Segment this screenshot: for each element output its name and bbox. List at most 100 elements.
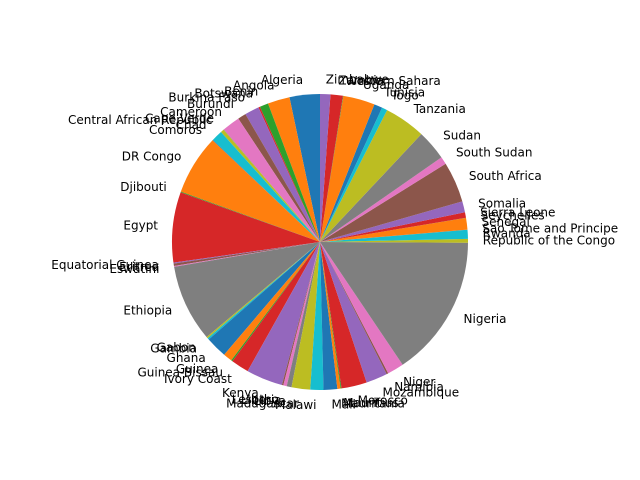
slice-morocco: [320, 242, 367, 389]
label-tunisia: Tunisia: [383, 85, 425, 99]
label-gabon: Gabon: [157, 340, 196, 354]
slice-djibouti: [180, 191, 320, 242]
slice-tunisia: [320, 104, 383, 243]
label-niger: Niger: [403, 375, 435, 389]
label-equatorial-guinea: Equatorial Guinea: [51, 258, 159, 272]
slice-south-africa: [320, 163, 463, 242]
label-senegal: Senegal: [482, 215, 530, 229]
slice-dr-congo: [180, 140, 320, 242]
label-south-africa: South Africa: [469, 169, 542, 183]
slice-guinea: [224, 242, 320, 361]
slice-mauritania: [320, 242, 341, 389]
slice-western-sahara: [320, 95, 344, 243]
slice-rwanda: [320, 229, 468, 242]
label-zimbabwe: Zimbabwe: [326, 72, 389, 86]
label-south-sudan: South Sudan: [456, 145, 533, 159]
label-tanzania: Tanzania: [413, 102, 466, 116]
label-somalia: Somalia: [478, 196, 526, 210]
slice-ghana: [208, 242, 320, 355]
label-sierra-leone: Sierra Leone: [480, 205, 555, 219]
label-guinea: Guinea: [176, 362, 219, 376]
label-madagascar: Madagascar: [226, 396, 299, 410]
label-namibia: Namibia: [394, 380, 444, 394]
label-egypt: Egypt: [123, 219, 158, 233]
label-eritrea: Eritrea: [119, 260, 159, 274]
slice-burundi: [238, 114, 320, 242]
label-mauritius: Mauritius: [343, 396, 398, 410]
slice-cape-verde: [223, 129, 320, 242]
label-angola: Angola: [233, 79, 274, 93]
label-mozambique: Mozambique: [383, 385, 460, 399]
label-sudan: Sudan: [443, 129, 481, 143]
label-algeria: Algeria: [261, 73, 303, 87]
slice-algeria: [289, 94, 320, 242]
slice-somalia: [320, 201, 465, 242]
slice-cameroon: [223, 118, 320, 242]
label-kenya: Kenya: [222, 386, 259, 400]
slice-comoros: [212, 139, 320, 242]
slice-mali: [320, 242, 338, 390]
label-guinea-bissau: Guinea-Bissau: [137, 366, 223, 380]
slice-mauritius: [320, 242, 342, 389]
label-togo: Togo: [390, 89, 419, 103]
label-libya: Libya: [254, 394, 286, 408]
label-malawi: Malawi: [275, 398, 317, 412]
slice-togo: [320, 107, 388, 243]
slice-angola: [267, 97, 320, 242]
label-uganda: Uganda: [363, 78, 409, 92]
slice-ivory-coast: [232, 242, 320, 372]
slice-republic-of-the-congo: [320, 238, 468, 243]
label-zambia: Zambia: [338, 73, 384, 87]
slice-sudan: [320, 134, 442, 242]
slice-eritrea: [173, 242, 320, 267]
slice-malawi: [310, 242, 324, 391]
slice-lesotho: [281, 242, 320, 386]
label-central-african-republic: Central African Republic: [68, 113, 212, 127]
slice-sao-tome-and-principe: [320, 229, 468, 242]
slice-equatorial-guinea: [173, 242, 320, 264]
slice-benin: [259, 103, 320, 243]
slice-senegal: [320, 217, 468, 242]
label-mauritania: Mauritania: [341, 396, 405, 410]
slice-zambia: [320, 94, 343, 242]
slice-eswatini: [173, 242, 320, 267]
label-ethiopia: Ethiopia: [123, 303, 172, 317]
label-cape-verde: Cape Verde: [145, 111, 214, 125]
slice-seychelles: [320, 217, 467, 242]
label-benin: Benin: [224, 84, 258, 98]
label-sao-tome-and-principe: Sao Tome and Principe: [482, 221, 618, 235]
slice-guinea-bissau: [231, 242, 320, 362]
slice-madagascar: [291, 242, 320, 390]
slice-ethiopia: [174, 242, 320, 338]
slice-nigeria: [320, 242, 468, 365]
label-nigeria: Nigeria: [464, 312, 507, 326]
label-lesotho: Lesotho: [232, 393, 279, 407]
slice-chad: [212, 132, 320, 242]
slice-south-sudan: [320, 157, 446, 242]
slice-niger: [320, 242, 403, 374]
label-eswatini: Eswatini: [109, 262, 159, 276]
slice-central-african-republic: [220, 129, 320, 242]
label-ghana: Ghana: [167, 351, 206, 365]
slice-kenya: [247, 242, 320, 386]
label-djibouti: Djibouti: [120, 180, 167, 194]
slice-egypt: [172, 192, 320, 263]
slice-burkina-faso: [245, 107, 320, 242]
slice-tanzania: [320, 110, 422, 242]
label-seychelles: Seychelles: [481, 208, 545, 222]
slice-uganda: [320, 95, 375, 242]
label-western-sahara: Western Sahara: [346, 74, 441, 88]
label-liberia: Liberia: [241, 393, 282, 407]
label-morocco: Morocco: [358, 393, 408, 407]
slice-gabon: [206, 242, 320, 339]
pie-slices: [172, 94, 468, 391]
label-rwanda: Rwanda: [483, 227, 531, 241]
label-dr-congo: DR Congo: [122, 150, 182, 164]
slice-namibia: [320, 242, 389, 375]
slice-zimbabwe: [320, 94, 331, 242]
label-mali: Mali: [332, 397, 356, 411]
slice-botswana: [258, 106, 320, 242]
label-cameroon: Cameroon: [160, 105, 222, 119]
label-chad: Chad: [176, 118, 207, 132]
